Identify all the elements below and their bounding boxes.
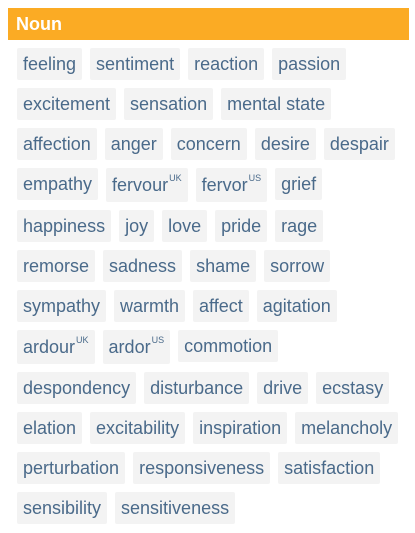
synonym-tag[interactable]: reaction [188, 48, 265, 80]
synonym-word: reaction [194, 54, 259, 74]
region-label: UK [169, 172, 182, 183]
synonym-word: joy [125, 216, 149, 236]
synonym-tag[interactable]: perturbation [17, 452, 126, 484]
synonym-tag[interactable]: sympathy [17, 290, 107, 322]
synonym-word: ardor [108, 337, 151, 357]
synonym-word: anger [110, 134, 157, 154]
synonym-word: grief [281, 174, 317, 194]
synonym-word: warmth [120, 296, 180, 316]
synonym-tag[interactable]: satisfaction [278, 452, 381, 484]
synonym-word: responsiveness [139, 458, 265, 478]
region-label: UK [76, 334, 89, 345]
synonym-tag[interactable]: ecstasy [316, 372, 390, 404]
synonym-tag[interactable]: pride [215, 210, 268, 242]
synonym-word: pride [221, 216, 262, 236]
synonym-tag[interactable]: melancholy [295, 412, 399, 444]
region-label: US [151, 334, 165, 345]
synonym-word: excitability [96, 418, 180, 438]
synonym-word: ardour [23, 337, 76, 357]
synonym-tag[interactable]: elation [17, 412, 83, 444]
synonym-word: remorse [23, 256, 90, 276]
synonym-tag[interactable]: drive [257, 372, 309, 404]
synonym-tag[interactable]: despondency [17, 372, 137, 404]
synonym-word: fervour [112, 175, 169, 195]
synonym-word: fervor [201, 175, 248, 195]
synonym-word: feeling [23, 54, 77, 74]
synonym-tag[interactable]: despair [323, 128, 395, 160]
region-label: US [248, 172, 262, 183]
synonym-word: melancholy [301, 418, 393, 438]
synonym-tag[interactable]: empathy [17, 168, 99, 200]
synonym-word: affection [23, 134, 91, 154]
synonym-tag[interactable]: fervour UK [106, 168, 188, 202]
synonym-tag[interactable]: excitability [90, 412, 186, 444]
synonym-word: sensation [130, 94, 208, 114]
synonym-tag[interactable]: commotion [178, 330, 279, 362]
synonym-tag[interactable]: inspiration [193, 412, 288, 444]
synonym-word: passion [278, 54, 341, 74]
synonym-word: sympathy [23, 296, 101, 316]
synonym-word: happiness [23, 216, 106, 236]
synonym-tag[interactable]: shame [190, 250, 257, 282]
synonym-tag[interactable]: joy [119, 210, 155, 242]
section-title: Noun [16, 14, 62, 34]
synonym-word: despair [329, 134, 389, 154]
synonym-tag[interactable]: agitation [256, 290, 337, 322]
synonym-tag[interactable]: sensibility [17, 492, 108, 524]
synonym-tag[interactable]: excitement [17, 88, 117, 120]
synonym-tag[interactable]: concern [170, 128, 247, 160]
synonym-word: satisfaction [284, 458, 375, 478]
synonym-word: sensibility [23, 498, 102, 518]
synonym-tag[interactable]: passion [272, 48, 347, 80]
synonym-word: sadness [109, 256, 177, 276]
synonym-tag[interactable]: anger [104, 128, 163, 160]
synonym-word: sorrow [270, 256, 325, 276]
synonym-word: agitation [262, 296, 331, 316]
synonym-tag[interactable]: sorrow [264, 250, 331, 282]
synonym-tag[interactable]: fervor US [195, 168, 268, 202]
synonym-tag-list: feeling sentiment reaction passion excitemen… [8, 40, 409, 532]
synonym-word: empathy [23, 174, 93, 194]
synonym-tag[interactable]: happiness [17, 210, 112, 242]
section-header: Noun [8, 8, 409, 40]
synonym-tag[interactable]: warmth [114, 290, 186, 322]
synonym-word: love [168, 216, 202, 236]
synonym-word: sensitiveness [121, 498, 230, 518]
synonym-word: ecstasy [322, 378, 384, 398]
synonym-word: affect [199, 296, 243, 316]
synonym-word: drive [263, 378, 303, 398]
synonym-word: desire [260, 134, 310, 154]
synonym-word: despondency [23, 378, 131, 398]
synonym-tag[interactable]: ardour UK [17, 330, 95, 364]
synonym-tag[interactable]: sadness [103, 250, 183, 282]
synonym-word: inspiration [199, 418, 282, 438]
synonym-tag[interactable]: feeling [17, 48, 83, 80]
synonym-tag[interactable]: disturbance [144, 372, 250, 404]
synonym-tag[interactable]: mental state [221, 88, 332, 120]
synonym-tag[interactable]: grief [275, 168, 323, 200]
synonym-word: shame [196, 256, 251, 276]
synonym-tag[interactable]: love [162, 210, 208, 242]
synonym-tag[interactable]: sensitiveness [115, 492, 236, 524]
synonym-word: mental state [227, 94, 326, 114]
synonym-word: sentiment [96, 54, 175, 74]
synonym-word: perturbation [23, 458, 120, 478]
synonym-tag[interactable]: responsiveness [133, 452, 271, 484]
synonym-panel: Noun feeling sentiment reaction passion exci… [8, 8, 409, 532]
synonym-tag[interactable]: rage [275, 210, 324, 242]
synonym-tag[interactable]: remorse [17, 250, 96, 282]
synonym-tag[interactable]: sensation [124, 88, 214, 120]
synonym-word: rage [281, 216, 318, 236]
synonym-tag[interactable]: affection [17, 128, 97, 160]
synonym-word: concern [176, 134, 241, 154]
synonym-word: disturbance [150, 378, 244, 398]
synonym-word: commotion [184, 336, 273, 356]
synonym-tag[interactable]: ardor US [102, 330, 171, 364]
synonym-tag[interactable]: sentiment [90, 48, 181, 80]
synonym-tag[interactable]: affect [193, 290, 249, 322]
synonym-word: excitement [23, 94, 111, 114]
synonym-tag[interactable]: desire [254, 128, 316, 160]
synonym-word: elation [23, 418, 77, 438]
